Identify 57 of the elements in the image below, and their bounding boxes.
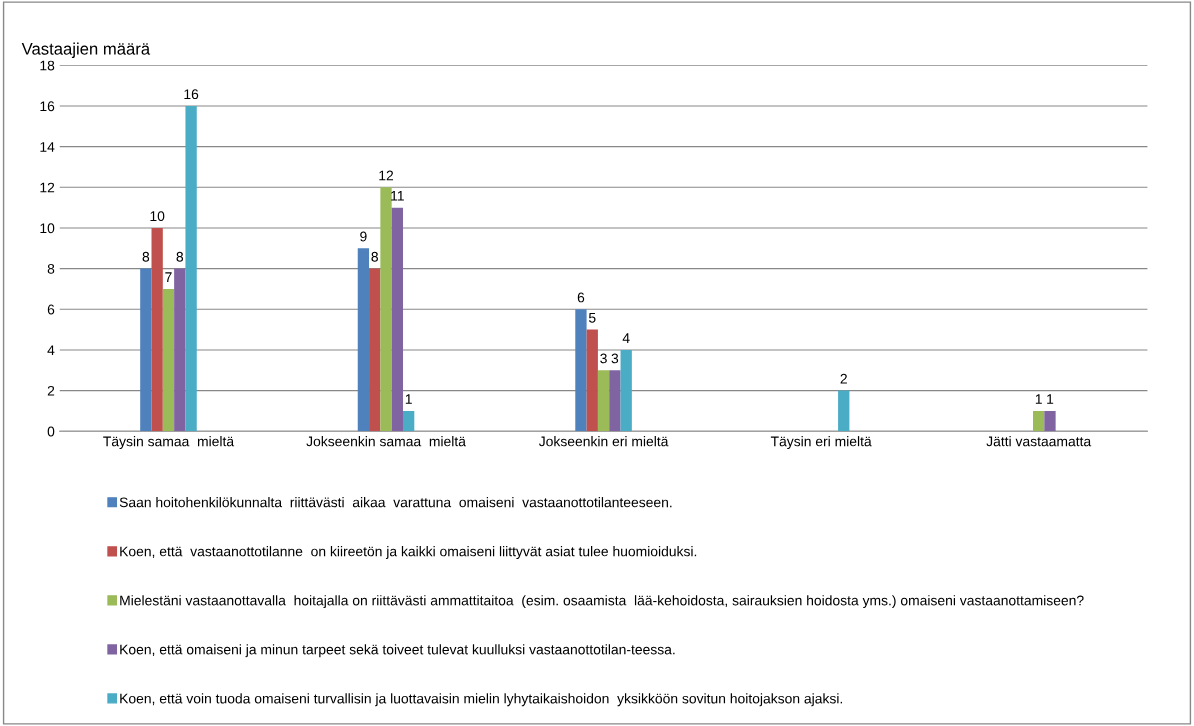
legend-label: Koen, että voin tuoda omaiseni turvallisin ja luottavaisin mielin lyhytaikaishoidon yksikköön sovitun hoitojakson ajaksi.	[120, 693, 843, 707]
data-label: 8	[371, 251, 378, 262]
y-tick-label: 12	[40, 182, 55, 193]
y-tick-label: 18	[40, 60, 55, 71]
data-label: 12	[379, 170, 394, 181]
bar	[369, 268, 381, 432]
x-tick-label: Täysin samaa mieltä	[103, 436, 235, 450]
x-tick-label: Täysin eri mieltä	[770, 436, 872, 450]
bar	[620, 349, 632, 432]
x-tick-label: Jokseenkin eri mieltä	[538, 436, 669, 447]
bar	[838, 390, 850, 432]
y-tick-label: 14	[40, 142, 55, 152]
y-tick-label: 0	[47, 426, 55, 437]
data-label: 6	[577, 292, 585, 303]
bar	[357, 248, 370, 432]
data-label: 9	[360, 231, 367, 242]
y-tick-label: 2	[47, 385, 55, 396]
bar	[586, 329, 598, 432]
bar	[162, 288, 175, 432]
bar	[185, 106, 197, 432]
bar	[1044, 410, 1056, 432]
data-label: 5	[588, 313, 596, 323]
bar	[391, 207, 403, 432]
data-label: 10	[150, 211, 165, 222]
bar	[151, 227, 163, 432]
x-tick-label: Jokseenkin samaa mieltä	[306, 436, 466, 447]
data-label: 1	[405, 394, 412, 404]
y-tick-label: 16	[40, 101, 55, 112]
data-label: 16	[184, 89, 199, 100]
data-label: 3	[611, 353, 619, 364]
data-label: 8	[142, 251, 150, 262]
y-tick-label: 6	[47, 304, 55, 315]
data-label: 8	[176, 251, 184, 262]
data-label: 2	[840, 373, 847, 384]
data-label: 3	[600, 353, 607, 364]
bar	[1033, 410, 1045, 432]
data-label: 4	[622, 333, 630, 343]
legend-label: Koen, että vastaanottotilanne on kiireetön ja kaikki omaiseni liittyvät asiat tulee huomioiduksi.	[120, 546, 697, 560]
bar	[575, 309, 587, 432]
bar	[380, 187, 392, 432]
bar	[140, 268, 152, 432]
legend-label: Koen, että omaiseni ja minun tarpeet sekä toiveet tulevat kuulluksi vastaanottotilan-teessa.	[120, 644, 675, 658]
bar	[402, 410, 415, 432]
data-label: 1	[1035, 394, 1042, 404]
legend-label: Mielestäni vastaanottavalla hoitajalla on riittävästi ammattitaitoa (esim. osaamista lää-kehoidosta, sairauksien hoidosta yms.) omaiseni vastaanottamiseen?	[120, 595, 1084, 609]
y-tick-label: 4	[47, 345, 55, 355]
y-axis-title: Vastaajien määrä	[21, 42, 151, 59]
data-label: 11	[391, 191, 404, 201]
data-label: 1	[1047, 394, 1054, 404]
bar	[174, 268, 186, 432]
x-tick-label: Jätti vastaamatta	[986, 436, 1092, 447]
legend-label: Saan hoitohenkilökunnalta riittävästi aikaa varattuna omaiseni vastaanottotilanteeseen.	[119, 497, 672, 508]
bar	[609, 370, 621, 432]
y-tick-label: 8	[47, 263, 55, 274]
data-label: 7	[165, 272, 172, 282]
y-tick-label: 10	[40, 223, 55, 234]
bar	[597, 370, 610, 432]
